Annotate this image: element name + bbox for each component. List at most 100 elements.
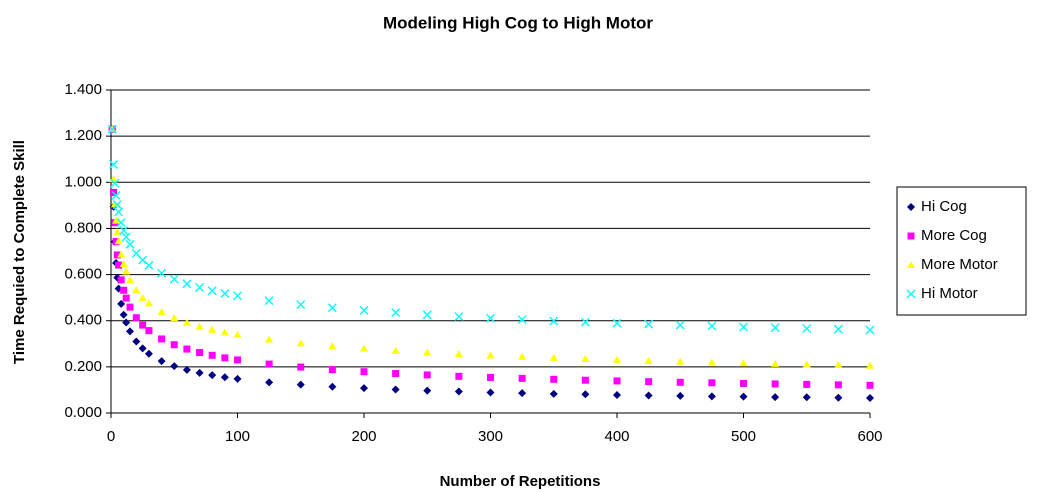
marker (707, 321, 717, 331)
marker (866, 361, 874, 369)
legend-marker (906, 289, 916, 299)
marker (220, 288, 230, 298)
marker (454, 312, 464, 322)
marker (208, 351, 216, 359)
y-tick-label: 1.400 (64, 81, 102, 98)
x-tick-label: 300 (478, 428, 503, 445)
marker (265, 360, 273, 368)
marker (486, 388, 495, 397)
marker (122, 294, 130, 302)
x-tick-label: 200 (351, 428, 376, 445)
marker (122, 267, 131, 275)
marker (613, 377, 621, 385)
marker (328, 366, 336, 374)
marker (157, 357, 166, 366)
marker (296, 380, 305, 389)
marker (116, 218, 126, 228)
marker (486, 351, 495, 359)
marker (132, 314, 140, 322)
marker (125, 239, 135, 249)
marker (297, 363, 305, 371)
marker (392, 370, 400, 378)
y-tick-label: 0.400 (64, 312, 102, 329)
marker (109, 160, 119, 170)
y-tick-label: 1.000 (64, 173, 102, 190)
marker (208, 371, 217, 380)
legend-marker (907, 203, 915, 211)
marker (644, 319, 654, 329)
marker (549, 353, 558, 361)
marker (157, 268, 167, 278)
marker (264, 296, 274, 306)
y-tick-label: 0.600 (64, 266, 102, 283)
marker (182, 318, 191, 326)
x-tick-label: 100 (225, 428, 250, 445)
marker (120, 286, 128, 294)
marker (327, 303, 337, 313)
y-axis-label: Time Requied to Complete Skill (11, 140, 28, 364)
marker (360, 384, 368, 393)
marker (233, 374, 242, 383)
marker (170, 314, 179, 322)
marker (391, 385, 400, 394)
marker (117, 299, 126, 308)
marker (771, 380, 779, 388)
marker (486, 313, 495, 323)
marker (423, 371, 431, 379)
marker (195, 322, 204, 330)
marker (770, 323, 780, 333)
marker (802, 324, 812, 334)
marker (550, 375, 558, 383)
marker (834, 381, 842, 389)
marker (169, 274, 179, 284)
marker (834, 393, 843, 402)
marker (233, 330, 242, 338)
legend-label: More Cog (921, 227, 987, 244)
marker (391, 346, 400, 354)
marker (138, 255, 148, 265)
marker (119, 226, 129, 235)
x-tick-label: 500 (731, 428, 756, 445)
marker (865, 325, 875, 335)
marker (296, 300, 306, 310)
marker (739, 322, 748, 332)
marker (119, 259, 128, 267)
marker (707, 358, 716, 366)
legend-label: Hi Motor (921, 285, 978, 302)
marker (771, 359, 780, 367)
chart-title: Modeling High Cog to High Motor (383, 13, 653, 32)
legend-marker (907, 261, 915, 268)
marker (183, 345, 191, 353)
marker (455, 372, 463, 380)
marker (107, 124, 117, 134)
marker (675, 320, 685, 330)
marker (360, 368, 368, 376)
marker (803, 380, 811, 388)
marker (866, 394, 874, 403)
x-tick-label: 600 (857, 428, 882, 445)
marker (122, 318, 131, 327)
marker (125, 276, 134, 284)
marker (422, 310, 432, 320)
marker (676, 357, 685, 365)
marker (157, 307, 166, 315)
marker (221, 354, 229, 362)
marker (612, 318, 622, 328)
marker (644, 391, 653, 400)
marker (518, 389, 527, 398)
marker (112, 200, 122, 210)
marker (391, 308, 401, 318)
marker (144, 349, 153, 358)
marker (423, 348, 432, 356)
marker (581, 390, 590, 399)
x-axis-label: Number of Repetitions (440, 473, 601, 490)
marker (132, 337, 141, 346)
marker (328, 382, 337, 391)
y-tick-label: 0.200 (64, 358, 102, 375)
marker (359, 305, 369, 315)
marker (125, 327, 134, 336)
marker (113, 228, 122, 236)
marker (454, 350, 463, 358)
marker (328, 342, 337, 350)
y-tick-label: 0.000 (64, 404, 102, 421)
